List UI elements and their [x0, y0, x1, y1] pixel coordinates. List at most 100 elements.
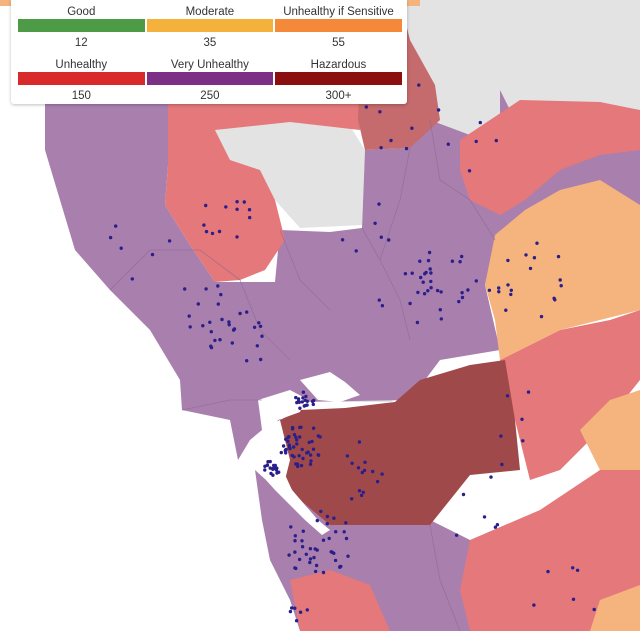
sensor-dot[interactable] — [410, 126, 414, 130]
sensor-dot[interactable] — [354, 249, 358, 253]
sensor-dot[interactable] — [466, 288, 470, 292]
sensor-dot[interactable] — [305, 403, 309, 407]
sensor-dot[interactable] — [252, 325, 257, 329]
sensor-dot[interactable] — [504, 308, 508, 312]
sensor-dot[interactable] — [284, 437, 288, 441]
sensor-dot[interactable] — [474, 139, 478, 144]
sensor-dot[interactable] — [315, 518, 319, 523]
sensor-dot[interactable] — [446, 142, 450, 146]
sensor-dot[interactable] — [338, 565, 342, 569]
sensor-dot[interactable] — [316, 434, 320, 438]
sensor-dot[interactable] — [294, 619, 299, 623]
sensor-dot[interactable] — [305, 608, 309, 612]
sensor-dot[interactable] — [506, 283, 510, 287]
sensor-dot[interactable] — [227, 320, 231, 324]
sensor-dot[interactable] — [344, 536, 349, 541]
sensor-dot[interactable] — [467, 169, 472, 173]
sensor-dot[interactable] — [150, 252, 155, 257]
sensor-dot[interactable] — [436, 108, 441, 112]
sensor-dot[interactable] — [220, 317, 224, 322]
sensor-dot[interactable] — [309, 459, 313, 463]
sensor-dot[interactable] — [429, 271, 433, 275]
sensor-dot[interactable] — [316, 453, 321, 457]
sensor-dot[interactable] — [279, 450, 283, 455]
sensor-dot[interactable] — [290, 606, 294, 610]
sensor-dot[interactable] — [248, 215, 252, 220]
sensor-dot[interactable] — [266, 460, 270, 464]
sensor-dot[interactable] — [327, 536, 331, 541]
sensor-dot[interactable] — [424, 270, 428, 275]
sensor-dot[interactable] — [427, 250, 432, 255]
sensor-dot[interactable] — [297, 400, 301, 404]
sensor-dot[interactable] — [293, 550, 297, 554]
sensor-dot[interactable] — [292, 445, 296, 449]
sensor-dot[interactable] — [439, 290, 443, 294]
sensor-dot[interactable] — [321, 570, 326, 575]
sensor-dot[interactable] — [301, 390, 306, 394]
sensor-dot[interactable] — [287, 553, 291, 557]
sensor-dot[interactable] — [332, 516, 336, 520]
sensor-dot[interactable] — [377, 202, 381, 206]
sensor-dot[interactable] — [268, 466, 272, 470]
sensor-dot[interactable] — [418, 259, 422, 263]
sensor-dot[interactable] — [435, 288, 440, 293]
sensor-dot[interactable] — [429, 279, 433, 284]
sensor-dot[interactable] — [403, 272, 408, 276]
sensor-dot[interactable] — [438, 308, 442, 312]
sensor-dot[interactable] — [272, 463, 276, 468]
sensor-dot[interactable] — [389, 138, 393, 143]
sensor-dot[interactable] — [287, 434, 291, 439]
sensor-dot[interactable] — [263, 468, 267, 472]
sensor-dot[interactable] — [247, 208, 252, 212]
sensor-dot[interactable] — [294, 566, 298, 571]
sensor-dot[interactable] — [342, 530, 346, 534]
sensor-dot[interactable] — [457, 299, 461, 304]
sensor-dot[interactable] — [426, 289, 430, 293]
sensor-dot[interactable] — [404, 146, 409, 151]
sensor-dot[interactable] — [526, 390, 531, 394]
sensor-dot[interactable] — [308, 462, 313, 466]
sensor-dot[interactable] — [482, 515, 487, 519]
sensor-dot[interactable] — [188, 325, 192, 329]
sensor-dot[interactable] — [356, 466, 361, 470]
sensor-dot[interactable] — [305, 399, 309, 403]
sensor-dot[interactable] — [311, 426, 316, 430]
sensor-dot[interactable] — [308, 547, 313, 551]
sensor-dot[interactable] — [289, 525, 293, 529]
sensor-dot[interactable] — [311, 402, 315, 407]
sensor-dot[interactable] — [350, 461, 354, 465]
sensor-dot[interactable] — [269, 471, 273, 476]
sensor-dot[interactable] — [293, 606, 297, 610]
sensor-dot[interactable] — [259, 357, 263, 362]
sensor-dot[interactable] — [474, 279, 478, 283]
sensor-dot[interactable] — [301, 529, 305, 533]
sensor-dot[interactable] — [559, 284, 563, 288]
sensor-dot[interactable] — [114, 224, 118, 228]
sensor-dot[interactable] — [493, 525, 498, 529]
sensor-dot[interactable] — [332, 551, 336, 555]
sensor-dot[interactable] — [499, 434, 503, 438]
sensor-dot[interactable] — [286, 439, 290, 443]
sensor-dot[interactable] — [408, 301, 412, 306]
sensor-dot[interactable] — [357, 440, 362, 444]
sensor-dot[interactable] — [311, 447, 316, 451]
sensor-dot[interactable] — [364, 105, 368, 109]
sensor-dot[interactable] — [505, 394, 510, 398]
sensor-dot[interactable] — [377, 298, 381, 302]
sensor-dot[interactable] — [167, 239, 172, 243]
sensor-dot[interactable] — [509, 292, 513, 297]
sensor-dot[interactable] — [308, 560, 312, 565]
sensor-dot[interactable] — [494, 138, 498, 143]
sensor-dot[interactable] — [235, 235, 239, 239]
sensor-dot[interactable] — [334, 530, 338, 534]
sensor-dot[interactable] — [521, 439, 525, 443]
sensor-dot[interactable] — [219, 292, 223, 297]
sensor-dot[interactable] — [497, 290, 501, 294]
sensor-dot[interactable] — [333, 558, 338, 563]
sensor-dot[interactable] — [362, 468, 367, 473]
sensor-dot[interactable] — [232, 327, 237, 331]
sensor-dot[interactable] — [371, 469, 375, 474]
sensor-dot[interactable] — [295, 442, 299, 446]
sensor-dot[interactable] — [329, 550, 333, 554]
sensor-dot[interactable] — [299, 463, 304, 468]
